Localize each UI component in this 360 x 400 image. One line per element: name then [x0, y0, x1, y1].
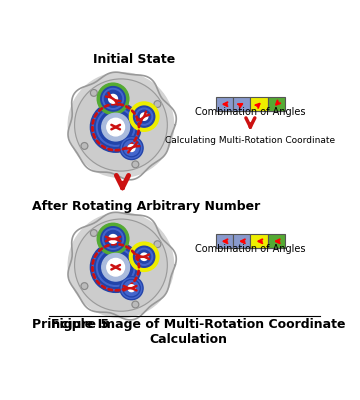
Circle shape: [75, 219, 167, 311]
Circle shape: [120, 136, 143, 160]
Circle shape: [104, 90, 122, 107]
Circle shape: [99, 250, 133, 284]
Circle shape: [90, 102, 141, 152]
Circle shape: [107, 118, 125, 136]
Circle shape: [134, 246, 155, 267]
Circle shape: [97, 83, 129, 114]
Text: Calculating Multi-Rotation Coordinate: Calculating Multi-Rotation Coordinate: [165, 136, 336, 145]
Circle shape: [154, 241, 161, 248]
Circle shape: [96, 108, 135, 146]
Bar: [233, 234, 250, 248]
Circle shape: [75, 79, 167, 171]
Bar: [250, 234, 268, 248]
Text: Figure 5: Figure 5: [51, 318, 109, 331]
Circle shape: [124, 141, 139, 156]
Circle shape: [132, 244, 157, 269]
Circle shape: [124, 281, 139, 296]
Circle shape: [68, 73, 174, 177]
Circle shape: [94, 106, 137, 148]
Text: Initial State: Initial State: [93, 53, 175, 66]
Circle shape: [101, 86, 125, 111]
Circle shape: [132, 161, 139, 168]
Circle shape: [129, 242, 159, 272]
Text: Principle Image of Multi-Rotation Coordinate
Calculation: Principle Image of Multi-Rotation Coordi…: [32, 318, 345, 346]
Circle shape: [81, 142, 88, 149]
Bar: [250, 97, 268, 111]
Text: Combination of Angles: Combination of Angles: [195, 107, 306, 117]
Circle shape: [90, 242, 141, 292]
Circle shape: [104, 230, 122, 248]
Circle shape: [93, 244, 139, 290]
Circle shape: [121, 278, 142, 298]
Circle shape: [103, 228, 123, 249]
Circle shape: [140, 113, 148, 120]
Circle shape: [107, 258, 125, 276]
Circle shape: [101, 227, 125, 251]
Circle shape: [128, 285, 135, 292]
Circle shape: [94, 246, 137, 288]
Circle shape: [99, 110, 133, 144]
Circle shape: [97, 223, 129, 255]
Circle shape: [109, 234, 117, 243]
Circle shape: [90, 230, 97, 236]
Circle shape: [128, 144, 135, 152]
Circle shape: [102, 113, 130, 141]
Circle shape: [121, 138, 142, 158]
Bar: [268, 234, 285, 248]
Circle shape: [109, 94, 117, 103]
Circle shape: [103, 88, 123, 109]
Circle shape: [136, 108, 153, 125]
Bar: [268, 97, 285, 111]
Circle shape: [138, 250, 150, 263]
Circle shape: [81, 283, 88, 290]
Circle shape: [123, 139, 140, 157]
Text: After Rotating Arbitrary Number: After Rotating Arbitrary Number: [32, 200, 260, 214]
Text: Combination of Angles: Combination of Angles: [195, 244, 306, 254]
Circle shape: [93, 104, 139, 150]
Circle shape: [129, 102, 159, 131]
Bar: [216, 97, 233, 111]
Circle shape: [102, 254, 130, 281]
Circle shape: [96, 248, 135, 286]
Circle shape: [68, 213, 174, 318]
Circle shape: [120, 277, 143, 300]
Bar: [216, 234, 233, 248]
Circle shape: [123, 280, 140, 297]
Circle shape: [154, 101, 161, 108]
Circle shape: [138, 110, 150, 123]
Circle shape: [140, 253, 148, 260]
Circle shape: [90, 90, 97, 96]
Bar: [233, 97, 250, 111]
Circle shape: [132, 301, 139, 308]
Circle shape: [132, 104, 157, 129]
Circle shape: [136, 248, 153, 265]
Circle shape: [134, 106, 155, 127]
